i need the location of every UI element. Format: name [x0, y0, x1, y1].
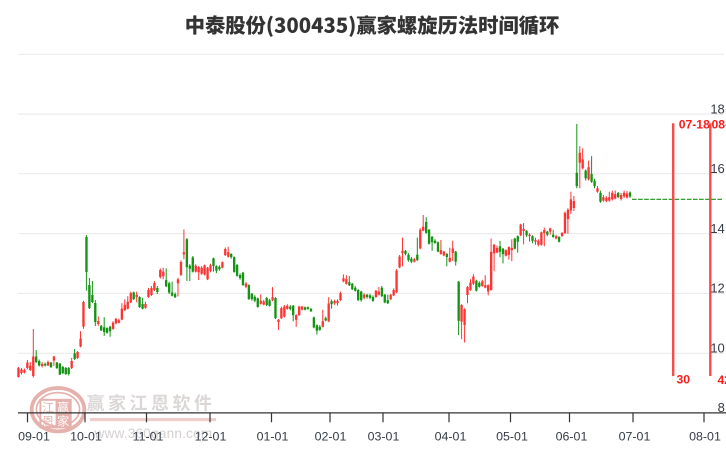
svg-text:09-01: 09-01 [18, 429, 50, 443]
svg-text:05-01: 05-01 [496, 429, 528, 443]
svg-text:07-01: 07-01 [619, 429, 651, 443]
svg-text:14: 14 [710, 221, 724, 236]
svg-text:12: 12 [710, 281, 724, 296]
svg-text:10-01: 10-01 [70, 429, 102, 443]
svg-text:18: 18 [710, 101, 724, 116]
svg-text:8: 8 [718, 400, 725, 415]
svg-text:10: 10 [710, 340, 724, 355]
svg-text:42: 42 [718, 373, 726, 387]
svg-text:08-01: 08-01 [689, 429, 721, 443]
svg-text:www.360gann.com: www.360gann.com [94, 426, 213, 441]
svg-text:08-28: 08-28 [712, 118, 726, 132]
svg-text:01-01: 01-01 [257, 429, 289, 443]
svg-text:12-01: 12-01 [195, 429, 227, 443]
svg-text:16: 16 [710, 161, 724, 176]
svg-text:03-01: 03-01 [368, 429, 400, 443]
svg-text:04-01: 04-01 [435, 429, 467, 443]
svg-text:02-01: 02-01 [315, 429, 347, 443]
svg-text:30: 30 [677, 373, 691, 387]
svg-text:11-01: 11-01 [133, 429, 164, 443]
svg-text:06-01: 06-01 [556, 429, 588, 443]
svg-text:07-18: 07-18 [679, 118, 710, 132]
